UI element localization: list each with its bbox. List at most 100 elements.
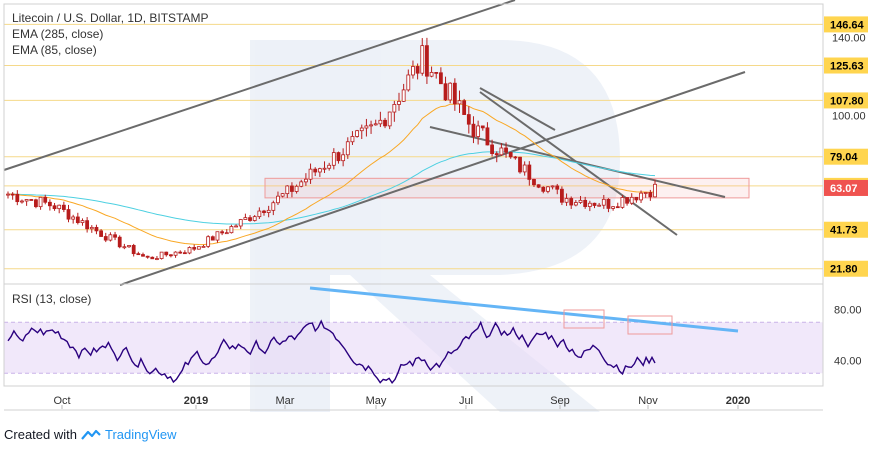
candle-body [364,125,369,129]
price-panel [3,0,823,286]
candle-body [648,192,653,198]
candle-body [392,104,397,113]
rsi-panel [4,286,823,384]
candle-body [75,216,80,224]
candle-body [155,258,159,260]
rsi-box-2 [627,315,673,335]
candle-body [271,202,276,211]
time-axis-label: Jul [459,395,473,407]
price-axis-tick: 140.00 [832,32,866,44]
candle-body [643,192,648,194]
candle-body [527,164,532,180]
candle-body [178,251,183,254]
candle-body [494,153,499,156]
candle-body [587,202,592,207]
rsi-trend-line [309,286,739,333]
candle-body [546,186,550,192]
candle-body [220,231,225,234]
ema-285-line [8,151,656,225]
candle-body [625,197,629,204]
candle-body [38,196,43,208]
candle-body [243,217,248,220]
candle-body [415,66,420,74]
candle-body [20,200,24,203]
candle-body [615,206,620,209]
price-badge [824,221,868,238]
candle-body [350,136,355,143]
candle-body [369,124,373,127]
candle-body [420,45,425,74]
rsi-axis-tick: 80.00 [834,305,862,317]
candle-body [182,252,187,255]
price-badge [824,148,868,165]
candle-body [150,256,155,260]
candle-body [448,82,453,101]
candle-body [522,164,527,173]
candle-body [280,193,285,197]
channel-line-4 [479,87,556,131]
candle-body [234,225,238,228]
footer: Created with TradingView [4,427,177,442]
candle-body [117,236,122,248]
candle-body [560,188,564,203]
candle-body [518,156,522,173]
candle-body [578,199,583,203]
candle-body [550,185,555,188]
candle-body [6,193,10,196]
candle-body [248,217,252,221]
candle-body [169,254,173,257]
candle-body [299,181,304,187]
time-axis-label: 2019 [184,395,208,407]
candle-body [345,141,350,156]
candle-body [341,154,346,162]
candle-body [34,199,38,208]
channel-line-0 [3,0,516,171]
candle-body [541,186,546,192]
candle-body [61,204,66,210]
candle-body [536,184,541,188]
current-price-label: 63.07 [830,183,858,195]
price-axis-tick: 100.00 [832,111,866,123]
candle-body [43,196,48,203]
time-axis-label: May [366,395,387,407]
candle-body [47,201,52,207]
candle-body [99,230,103,237]
candle-body [634,196,639,201]
candle-body [425,45,429,77]
candle-body [57,204,62,210]
candle-body [10,193,15,196]
current-price-badge [824,179,868,196]
candle-body [438,72,443,85]
tradingview-link[interactable]: TradingView [104,427,177,442]
rsi-axis-tick: 40.00 [834,356,862,368]
candle-body [80,220,85,224]
candle-body [331,152,336,166]
candle-body [127,245,131,248]
candle-body [485,127,490,146]
candle-body [336,152,341,162]
candle-body [89,226,94,230]
candle-body [499,147,504,156]
candle-body [327,164,332,169]
candle-body [215,231,220,241]
candle-body [71,216,76,220]
candle-body [355,130,360,137]
candle-body [597,204,602,207]
candle-body [378,119,383,125]
created-with-text: Created with [4,427,77,442]
candle-body [429,71,434,77]
price-badge-label: 107.80 [830,95,864,107]
price-zone-box [264,177,750,199]
candle-body [569,198,574,206]
candle-body [411,66,415,76]
candle-body [383,119,387,127]
candle-body [397,100,401,105]
candle-body [532,179,536,186]
candle-body [238,219,243,227]
candle-body [564,198,569,203]
candle-body [555,185,560,190]
price-badge-label: 41.73 [830,225,858,237]
price-badge-label: 79.04 [830,152,858,164]
candle-body [504,147,508,153]
